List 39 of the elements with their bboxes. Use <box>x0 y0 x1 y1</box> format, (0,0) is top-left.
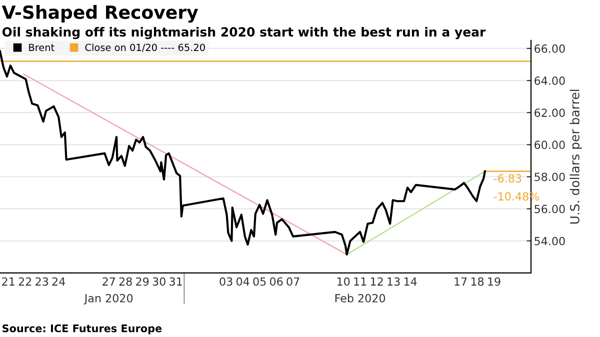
x-tick-label: 31 <box>170 277 182 286</box>
source-note: Source: ICE Futures Europe <box>2 324 162 334</box>
y-tick-label: 58.00 <box>534 172 565 182</box>
x-tick-label: 11 <box>354 277 366 286</box>
x-tick-label: 27 <box>102 277 115 286</box>
x-tick-label: 28 <box>119 277 132 286</box>
x-tick-label: 14 <box>404 277 417 286</box>
x-tick-label: 22 <box>18 277 32 286</box>
x-tick-label: 10 <box>337 277 350 286</box>
y-tick-label: 56.00 <box>534 204 565 214</box>
y-tick-label: 60.00 <box>534 140 565 150</box>
y-axis-title: U.S. dollars per barrel <box>570 90 582 224</box>
x-tick-label: 04 <box>236 277 250 286</box>
annotation: -6.83 <box>494 174 522 183</box>
x-tick-label: 18 <box>471 277 484 286</box>
legend-label: Brent <box>29 44 54 52</box>
x-tick-label: 30 <box>152 277 166 286</box>
x2-tick-label: Feb 2020 <box>335 294 386 302</box>
line-series <box>0 50 486 256</box>
chart-subtitle: Oil shaking off its nightmarish 2020 start with the best run in a year <box>2 26 486 40</box>
x-tick-label: 12 <box>370 277 383 286</box>
x-tick-label: 24 <box>52 277 66 286</box>
x-tick-label: 05 <box>253 277 266 286</box>
x-tick-label: 29 <box>136 277 149 286</box>
x-tick-label: 07 <box>286 277 300 286</box>
x-tick-label: 21 <box>2 277 14 286</box>
y-tick-label: 66.00 <box>534 44 565 53</box>
y-tick-label: 64.00 <box>534 76 565 85</box>
x-tick-label: 19 <box>488 277 500 286</box>
x2-tick-label: Jan 2020 <box>84 294 133 304</box>
y-tick-label: 54.00 <box>534 236 565 246</box>
legend-label: Close on 01/20 ---- 65.20 <box>85 44 205 52</box>
x-tick-label: 13 <box>388 277 400 286</box>
x-tick-label: 03 <box>220 277 232 286</box>
y-tick-label: 62.00 <box>534 108 565 117</box>
chart-title: V-Shaped Recovery <box>2 5 198 23</box>
x-tick-label: 17 <box>454 277 467 286</box>
x-tick-label: 06 <box>270 277 283 286</box>
x-tick-label: 23 <box>36 277 48 286</box>
